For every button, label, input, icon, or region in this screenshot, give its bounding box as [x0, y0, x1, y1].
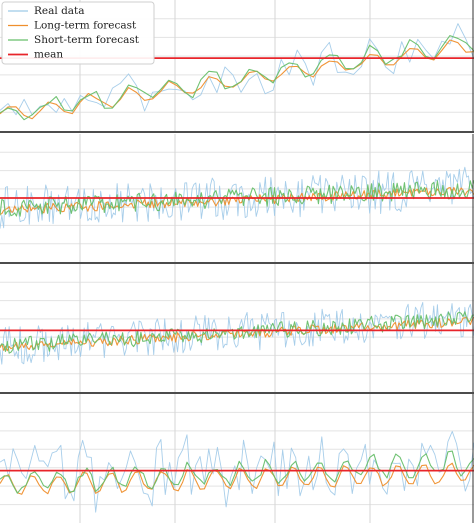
series-real-data-line — [0, 302, 474, 365]
series-short-term-forecast-line — [0, 450, 474, 494]
chart-panel-1 — [0, 0, 474, 133]
series-long-term-forecast-line — [0, 186, 474, 215]
chart-panel-4 — [0, 394, 474, 523]
legend-entry-label: Short-term forecast — [34, 34, 140, 46]
chart-panel-2 — [0, 134, 474, 264]
legend-entry-label: Long-term forecast — [34, 20, 137, 32]
legend-entry-label: mean — [34, 49, 63, 61]
chart-panel-3 — [0, 264, 474, 394]
legend-entry-label: Real data — [34, 5, 85, 17]
series-short-term-forecast-line — [0, 180, 474, 217]
legend-box — [1, 1, 155, 65]
series-short-term-forecast-line — [0, 311, 474, 354]
legend: Real data Long-term forecast Short-term fo… — [1, 1, 155, 65]
series-long-term-forecast-line — [0, 462, 474, 495]
series-real-data-line — [0, 430, 474, 513]
